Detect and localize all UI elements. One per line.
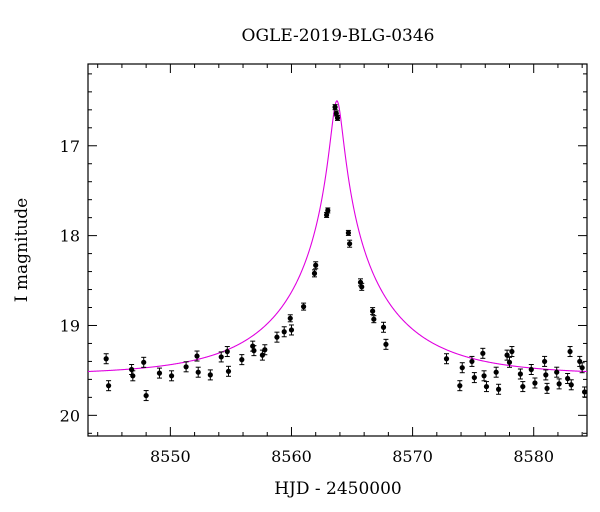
data-point [225, 368, 232, 374]
data-point [371, 316, 377, 322]
data-point [194, 353, 200, 359]
x-tick-labels: 8550 8560 8570 8580 [150, 447, 554, 466]
x-tick-label: 8570 [392, 447, 433, 466]
data-point [565, 375, 571, 382]
data-point [554, 369, 560, 375]
data-point [443, 356, 450, 362]
data-point [218, 354, 224, 360]
data-point [357, 279, 364, 285]
data-point [579, 365, 585, 371]
data-point [506, 359, 513, 365]
y-axis-label: I magnitude [12, 198, 32, 302]
data-point [207, 372, 213, 378]
data-point [543, 372, 549, 378]
data-point [281, 329, 287, 335]
x-tick-label: 8580 [513, 447, 554, 466]
data-point [556, 381, 562, 387]
data-point [469, 358, 475, 365]
data-point [577, 358, 583, 365]
data-point [517, 371, 523, 377]
data-point [129, 366, 135, 373]
data-point [483, 383, 490, 390]
y-tick-labels: 17 18 19 20 [60, 137, 80, 426]
data-point [581, 389, 588, 395]
data-point [567, 348, 573, 355]
data-point [542, 358, 548, 365]
data-point [130, 373, 136, 379]
data-point [520, 383, 526, 390]
x-tick-label: 8550 [150, 447, 191, 466]
data-point [495, 386, 502, 392]
data-point [493, 369, 499, 375]
data-point [568, 382, 574, 388]
data-point [311, 270, 318, 276]
data-point [143, 392, 149, 399]
data-point [383, 341, 389, 347]
data-point [528, 366, 534, 373]
data-point [532, 380, 538, 386]
data-point [300, 304, 307, 310]
data-point [480, 350, 486, 356]
data-point [370, 308, 376, 314]
data-point [313, 262, 319, 268]
data-point [504, 352, 510, 358]
data-point [347, 241, 353, 247]
axis-ticks [88, 64, 587, 436]
x-tick-label: 8560 [271, 447, 312, 466]
data-point [287, 315, 293, 321]
plot-area-frame [87, 63, 588, 437]
data-point [105, 383, 112, 389]
y-tick-label: 18 [60, 227, 80, 246]
data-point [288, 327, 295, 333]
data-points [103, 104, 588, 402]
data-point [544, 385, 550, 391]
data-point [141, 359, 147, 365]
data-point [481, 373, 487, 379]
y-tick-label: 19 [60, 316, 80, 335]
data-point [183, 364, 189, 370]
data-point [168, 373, 175, 379]
data-point [332, 104, 338, 110]
data-point [224, 348, 230, 355]
data-point [262, 347, 268, 353]
x-axis-label: HJD - 2450000 [274, 479, 402, 499]
data-point [509, 348, 515, 355]
data-point [459, 365, 465, 371]
data-point [457, 383, 463, 389]
y-tick-label: 20 [60, 406, 80, 425]
data-point [323, 212, 330, 218]
data-point [239, 357, 245, 363]
data-point [333, 110, 339, 117]
y-tick-label: 17 [60, 137, 80, 156]
data-point [380, 324, 387, 330]
data-point [359, 284, 365, 290]
data-point [250, 343, 256, 349]
data-point [471, 374, 477, 381]
data-point [325, 207, 331, 214]
data-point [274, 334, 280, 340]
model-curve [87, 100, 588, 373]
data-point [103, 356, 109, 362]
chart-title: OGLE-2019-BLG-0346 [242, 26, 435, 46]
data-point [345, 230, 352, 236]
data-point [195, 369, 201, 375]
data-point [156, 370, 163, 376]
data-point [334, 115, 341, 121]
data-point [251, 348, 257, 354]
